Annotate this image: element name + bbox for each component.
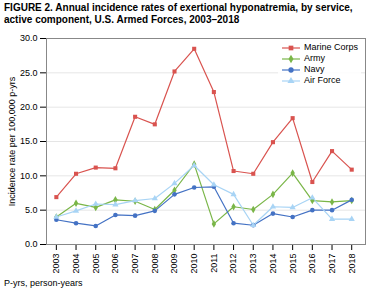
svg-text:2018: 2018: [347, 254, 357, 274]
html-text:FIGURE 2. Annual incidence rat: FIGURE 2. Annual incidence rates of exer…: [4, 2, 353, 25]
svg-text:20.0: 20.0: [20, 102, 38, 112]
html-text:Air Force: Air Force: [304, 75, 341, 85]
svg-text:2014: 2014: [268, 254, 278, 274]
html-text:Marine Corps: Marine Corps: [304, 42, 358, 52]
svg-text:30.0: 30.0: [20, 33, 38, 43]
html-text:Navy: Navy: [304, 64, 325, 74]
svg-text:2011: 2011: [209, 254, 219, 273]
svg-text:0.0: 0.0: [25, 239, 38, 249]
html-text:Army: Army: [304, 53, 325, 63]
svg-text:2017: 2017: [327, 254, 337, 274]
svg-text:10.0: 10.0: [20, 171, 38, 181]
svg-text:2003: 2003: [51, 254, 61, 274]
svg-text:2013: 2013: [248, 254, 258, 274]
svg-text:Incidence rate per 100,000 p-y: Incidence rate per 100,000 p-yrs: [7, 76, 17, 206]
svg-text:2006: 2006: [110, 254, 120, 274]
svg-text:2007: 2007: [130, 254, 140, 274]
html-text:P-yrs, person-years: P-yrs, person-years: [4, 278, 83, 288]
svg-text:2016: 2016: [307, 254, 317, 274]
svg-text:5.0: 5.0: [25, 205, 38, 215]
svg-text:2015: 2015: [288, 254, 298, 274]
svg-text:15.0: 15.0: [20, 136, 38, 146]
svg-text:2012: 2012: [228, 254, 238, 274]
svg-text:2008: 2008: [150, 254, 160, 274]
svg-text:2005: 2005: [91, 254, 101, 274]
svg-text:25.0: 25.0: [20, 68, 38, 78]
svg-text:2009: 2009: [169, 254, 179, 274]
svg-text:2004: 2004: [71, 254, 81, 274]
svg-text:2010: 2010: [189, 254, 199, 274]
